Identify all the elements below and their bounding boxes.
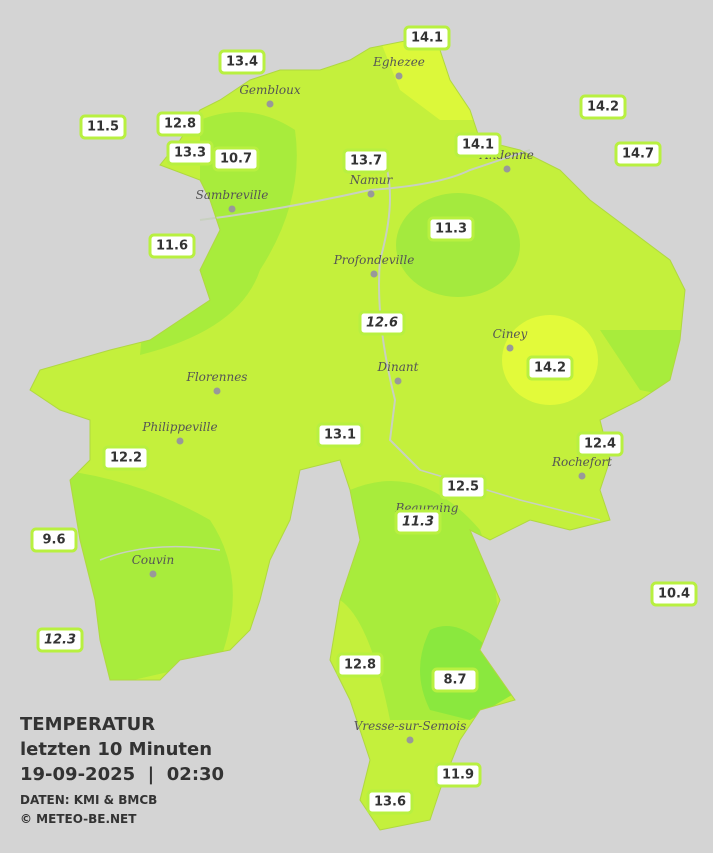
- subtitle: letzten 10 Minuten: [20, 739, 212, 760]
- station-box: [212, 146, 260, 172]
- station-box: [148, 233, 196, 259]
- city-label: Gembloux: [239, 83, 301, 97]
- city-label: Eghezee: [372, 55, 425, 69]
- station-box: [439, 474, 487, 500]
- credit: © METEO-BE.NET: [20, 812, 137, 826]
- station-value: 8.7: [443, 673, 466, 688]
- city-label: Sambreville: [196, 188, 269, 202]
- datetime: 19-09-2025 | 02:30: [20, 764, 224, 785]
- source: DATEN: KMI & BMCB: [20, 793, 157, 807]
- city-label: Philippeville: [141, 420, 217, 434]
- city-dot: [228, 205, 236, 213]
- station-value: 12.3: [44, 633, 76, 648]
- station-box: [427, 216, 475, 242]
- city-label: Namur: [349, 173, 394, 187]
- station-box: [454, 132, 502, 158]
- station-value: 12.6: [366, 316, 398, 331]
- city-dot: [395, 72, 403, 80]
- station-box: [218, 49, 266, 75]
- station-box: [576, 431, 624, 457]
- city-label: Rochefort: [551, 455, 612, 469]
- city-label: Ciney: [493, 327, 528, 341]
- city-label: Florennes: [186, 370, 248, 384]
- station-value: 11.3: [402, 515, 434, 530]
- station-value: 14.1: [462, 138, 494, 153]
- river: [99, 545, 221, 561]
- city-label: Profondeville: [333, 253, 415, 267]
- station-value: 14.7: [622, 147, 654, 162]
- station-value: 12.5: [447, 480, 479, 495]
- station-box: [102, 445, 150, 471]
- station-value: 10.4: [658, 587, 690, 602]
- station-value: 13.7: [350, 154, 382, 169]
- city-dot: [503, 165, 511, 173]
- station-box: [431, 667, 479, 693]
- station-box: [36, 627, 84, 653]
- station-box: [342, 148, 390, 174]
- station-value: 11.5: [87, 120, 119, 135]
- station-value: 12.4: [584, 437, 616, 452]
- city-dot: [406, 736, 414, 744]
- city-label: Vresse-sur-Semois: [354, 719, 467, 733]
- station-value: 11.6: [156, 239, 188, 254]
- station-value: 14.2: [534, 361, 566, 376]
- station-value: 9.6: [42, 533, 65, 548]
- station-value: 10.7: [220, 152, 252, 167]
- city-dot: [176, 437, 184, 445]
- city-dot: [370, 270, 378, 278]
- station-box: [526, 355, 574, 381]
- city-dot: [506, 344, 514, 352]
- city-label: Couvin: [132, 553, 174, 567]
- station-value: 14.1: [411, 31, 443, 46]
- station-box: [394, 509, 442, 535]
- station-box: [30, 527, 78, 553]
- station-value: 13.3: [174, 146, 206, 161]
- station-box: [650, 581, 698, 607]
- city-dot: [149, 570, 157, 578]
- station-box: [403, 25, 451, 51]
- station-box: [358, 310, 406, 336]
- station-value: 13.1: [324, 428, 356, 443]
- city-dot: [213, 387, 221, 395]
- station-value: 12.8: [344, 658, 376, 673]
- river: [199, 149, 531, 221]
- station-value: 14.2: [587, 100, 619, 115]
- station-box: [166, 140, 214, 166]
- station-value: 11.9: [442, 768, 474, 783]
- city-dot: [266, 100, 274, 108]
- station-box: [614, 141, 662, 167]
- title: TEMPERATUR: [20, 714, 155, 735]
- station-box: [79, 114, 127, 140]
- station-value: 13.6: [374, 795, 406, 810]
- station-box: [156, 111, 204, 137]
- station-box: [316, 422, 364, 448]
- river: [378, 149, 421, 471]
- station-box: [579, 94, 627, 120]
- city-dot: [367, 190, 375, 198]
- city-label: Dinant: [377, 360, 419, 374]
- station-value: 12.2: [110, 451, 142, 466]
- city-dot: [394, 377, 402, 385]
- station-value: 11.3: [435, 222, 467, 237]
- station-box: [336, 652, 384, 678]
- station-value: 12.8: [164, 117, 196, 132]
- station-value: 13.4: [226, 55, 258, 70]
- station-box: [366, 789, 414, 815]
- station-box: [434, 762, 482, 788]
- city-dot: [578, 472, 586, 480]
